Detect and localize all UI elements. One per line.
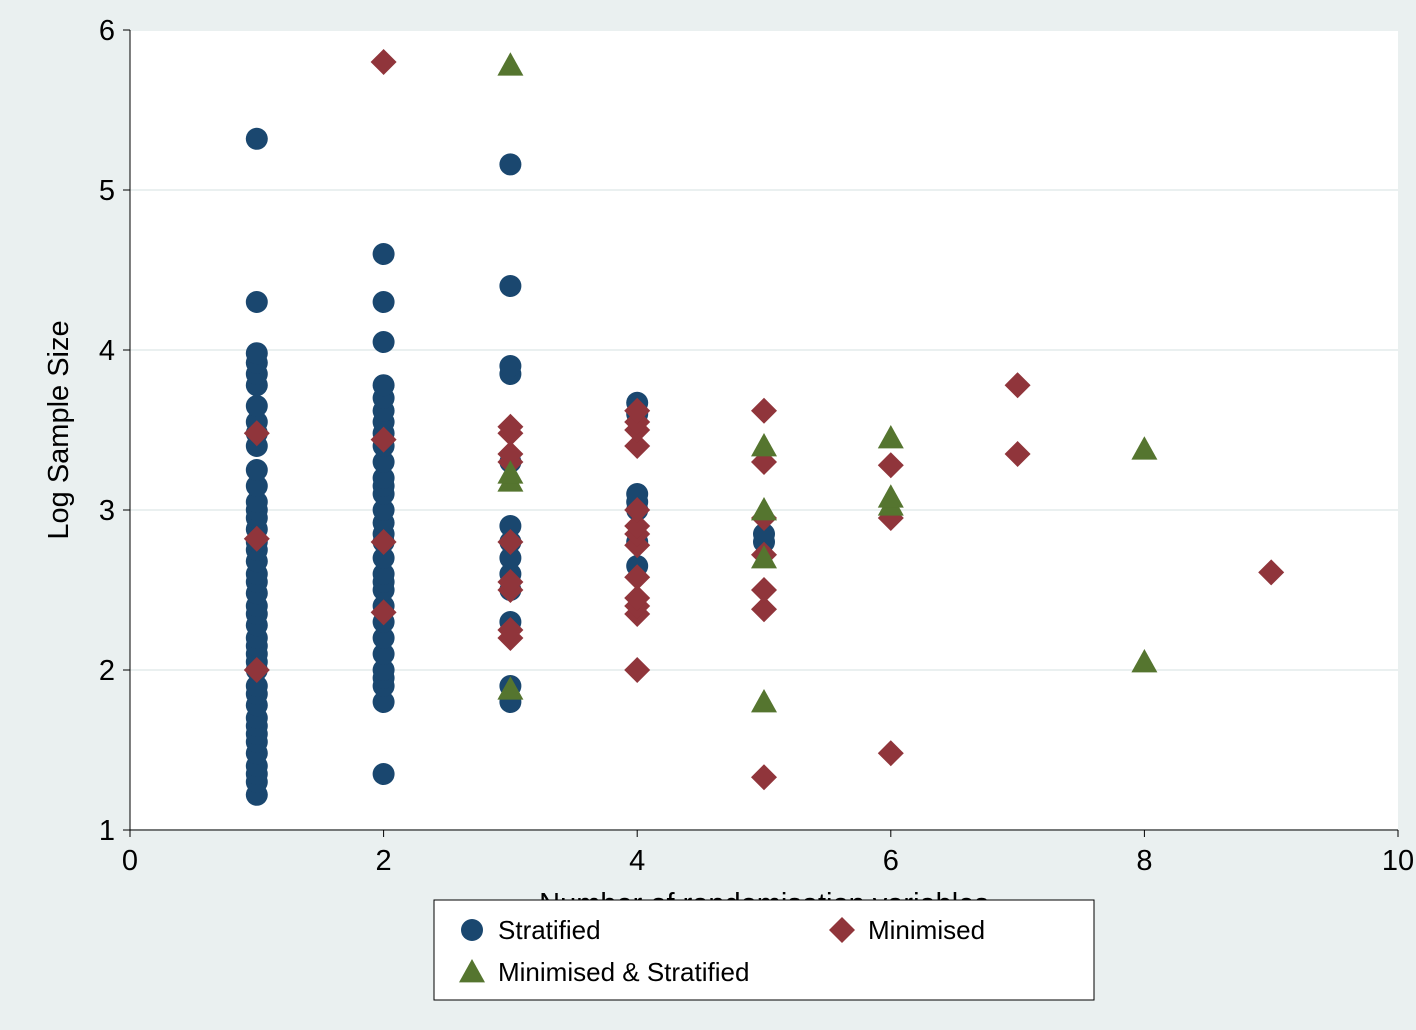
data-point — [246, 128, 268, 150]
legend-label: Minimised — [868, 915, 985, 945]
legend-label: Stratified — [498, 915, 601, 945]
data-point — [246, 459, 268, 481]
x-tick-label: 8 — [1136, 845, 1152, 877]
y-axis-label: Log Sample Size — [43, 320, 75, 539]
legend-label: Minimised & Stratified — [498, 957, 749, 987]
data-point — [373, 291, 395, 313]
data-point — [373, 374, 395, 396]
y-tick-label: 4 — [99, 335, 115, 367]
x-tick-label: 6 — [883, 845, 899, 877]
chart-svg: 0246810Number of randomisation variables… — [0, 0, 1416, 1030]
y-tick-label: 5 — [99, 175, 115, 207]
data-point — [499, 275, 521, 297]
data-point — [499, 153, 521, 175]
data-point — [499, 355, 521, 377]
y-tick-label: 3 — [99, 495, 115, 527]
data-point — [246, 291, 268, 313]
x-tick-label: 10 — [1382, 845, 1414, 877]
y-tick-label: 6 — [99, 15, 115, 47]
data-point — [373, 243, 395, 265]
data-point — [246, 342, 268, 364]
y-tick-label: 1 — [99, 815, 115, 847]
data-point — [373, 763, 395, 785]
y-tick-label: 2 — [99, 655, 115, 687]
x-tick-label: 4 — [629, 845, 645, 877]
legend-marker — [461, 919, 483, 941]
data-point — [246, 395, 268, 417]
data-point — [373, 331, 395, 353]
scatter-chart: 0246810Number of randomisation variables… — [0, 0, 1416, 1030]
x-tick-label: 2 — [376, 845, 392, 877]
x-tick-label: 0 — [122, 845, 138, 877]
